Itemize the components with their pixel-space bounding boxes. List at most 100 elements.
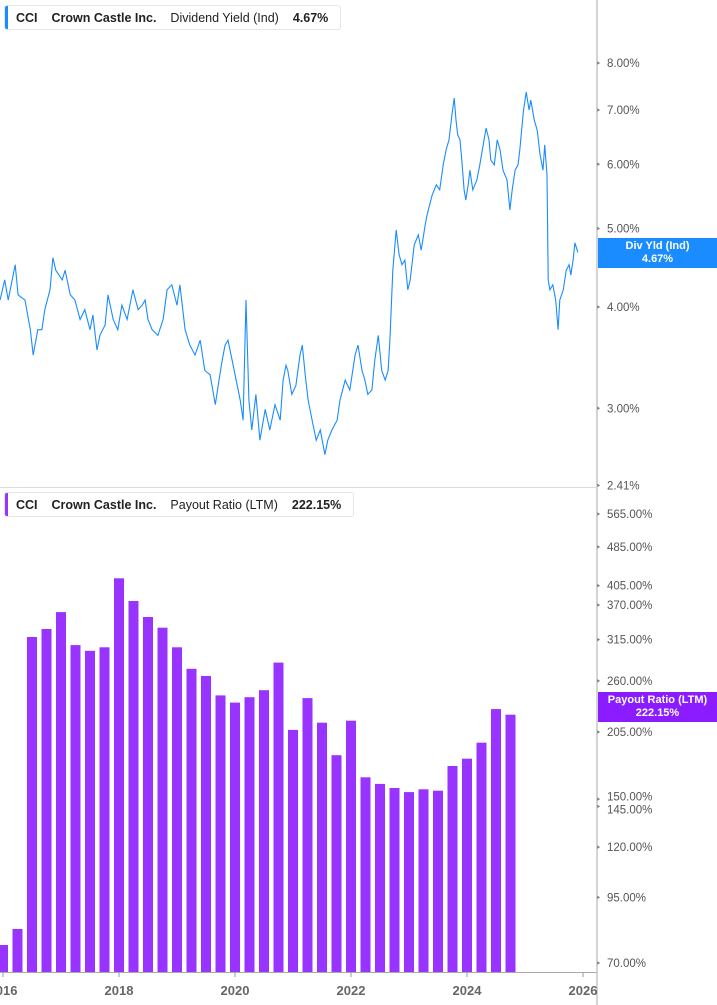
y-tick-mark xyxy=(597,512,600,516)
payout-bar xyxy=(230,702,240,972)
y-tick-label: 205.00% xyxy=(607,727,652,739)
x-tick-label: 2024 xyxy=(453,983,483,998)
metric-name: Payout Ratio (LTM) xyxy=(170,497,278,512)
y-tick-label: 95.00% xyxy=(607,892,646,904)
x-tick-label: 2020 xyxy=(221,983,250,998)
y-tick-label: 485.00% xyxy=(607,542,652,554)
payout-bar xyxy=(418,789,429,972)
ticker: CCI xyxy=(16,10,38,25)
payout-bar xyxy=(360,777,371,972)
y-tick-label: 315.00% xyxy=(607,635,652,647)
payout-bar xyxy=(27,637,37,972)
payout-bar xyxy=(56,612,66,972)
payout-bar xyxy=(85,650,95,972)
payout-bar xyxy=(12,929,23,972)
top-legend-chip[interactable]: CCI Crown Castle Inc. Dividend Yield (In… xyxy=(4,5,342,30)
y-tick-label: 4.00% xyxy=(607,302,640,314)
x-tick-label: 2026 xyxy=(569,983,598,998)
payout-bar xyxy=(0,945,8,972)
y-tick-label: 70.00% xyxy=(607,958,646,970)
y-tick-mark xyxy=(597,304,600,309)
y-tick-mark xyxy=(597,162,600,167)
payout-last-value-badge: Payout Ratio (LTM) 222.15% xyxy=(598,692,717,722)
ticker: CCI xyxy=(16,497,38,512)
company-name: Crown Castle Inc. xyxy=(51,497,157,512)
payout-bar xyxy=(491,709,501,972)
y-tick-mark xyxy=(597,678,600,683)
y-tick-mark xyxy=(597,406,600,411)
bottom-y-axis: 565.00% 485.00% 405.00% 370.00% 315.00% 260.0… xyxy=(597,509,652,970)
payout-bar xyxy=(215,695,226,972)
x-tick-label: 2018 xyxy=(105,983,134,998)
y-tick-label: 2.41% xyxy=(607,480,640,492)
y-tick-label: 5.00% xyxy=(607,223,640,235)
payout-bar xyxy=(114,578,124,972)
payout-bar xyxy=(476,742,487,972)
metric-name: Dividend Yield (Ind) xyxy=(170,10,279,25)
payout-bar xyxy=(70,645,81,972)
payout-bar xyxy=(128,601,139,972)
y-tick-label: 370.00% xyxy=(607,600,652,612)
y-tick-label: 565.00% xyxy=(607,509,652,521)
payout-bar xyxy=(172,647,182,972)
dividend-yield-line xyxy=(0,91,579,455)
y-tick-label: 150.00% xyxy=(607,791,652,803)
payout-bar xyxy=(317,722,327,972)
payout-bar xyxy=(389,788,400,972)
y-tick-mark xyxy=(597,845,600,850)
payout-bar xyxy=(505,714,516,972)
payout-bar xyxy=(99,647,110,972)
badge-label: Div Yld (Ind) xyxy=(625,240,690,252)
y-tick-mark xyxy=(597,895,600,900)
metric-value: 222.15% xyxy=(291,497,342,512)
y-tick-label: 260.00% xyxy=(607,676,652,688)
y-tick-label: 7.00% xyxy=(607,105,640,117)
payout-bar xyxy=(186,668,197,972)
payout-bar xyxy=(433,790,443,972)
payout-bar xyxy=(201,676,211,972)
bottom-legend-chip[interactable]: CCI Crown Castle Inc. Payout Ratio (LTM)… xyxy=(4,492,355,517)
y-tick-mark xyxy=(597,226,600,231)
y-tick-mark xyxy=(597,637,600,642)
series-color-marker xyxy=(5,493,8,516)
y-tick-mark xyxy=(597,483,600,488)
y-tick-label: 3.00% xyxy=(607,403,640,415)
y-tick-mark xyxy=(597,61,600,65)
badge-value: 4.67% xyxy=(641,253,674,265)
y-tick-mark xyxy=(597,960,600,965)
series-color-marker xyxy=(5,6,8,29)
top-y-axis: 8.00% 7.00% 6.00% 5.00% 4.00% 3.00% 2.41% xyxy=(597,58,640,492)
y-tick-mark xyxy=(597,544,600,549)
x-tick-label: 2016 xyxy=(0,983,17,998)
x-axis: 2016 2018 2020 2022 2024 2026 xyxy=(0,972,597,998)
payout-bar xyxy=(157,627,168,972)
payout-bar xyxy=(259,690,269,972)
payout-bar xyxy=(331,755,342,972)
y-tick-mark xyxy=(597,583,600,588)
payout-bar xyxy=(462,758,472,972)
payout-bars xyxy=(0,578,516,972)
payout-bar xyxy=(143,617,153,972)
company-name: Crown Castle Inc. xyxy=(51,10,157,25)
yield-last-value-badge: Div Yld (Ind) 4.67% xyxy=(598,238,717,268)
x-tick-label: 2022 xyxy=(337,983,366,998)
y-tick-label: 145.00% xyxy=(607,804,652,816)
payout-bar xyxy=(346,720,356,972)
payout-bar xyxy=(447,766,458,972)
payout-bar xyxy=(375,783,385,972)
metric-value: 4.67% xyxy=(292,10,329,25)
badge-label: Payout Ratio (LTM) xyxy=(607,694,708,706)
payout-bar xyxy=(41,629,52,972)
y-tick-mark xyxy=(597,797,600,802)
payout-bar xyxy=(404,792,414,972)
y-tick-mark xyxy=(597,108,600,113)
y-tick-label: 8.00% xyxy=(607,58,640,70)
y-tick-mark xyxy=(597,804,600,809)
y-tick-label: 6.00% xyxy=(607,159,640,171)
y-tick-mark xyxy=(597,603,600,608)
payout-bar xyxy=(273,662,284,972)
y-tick-label: 120.00% xyxy=(607,842,652,854)
y-tick-mark xyxy=(597,729,600,734)
y-tick-label: 405.00% xyxy=(607,581,652,593)
